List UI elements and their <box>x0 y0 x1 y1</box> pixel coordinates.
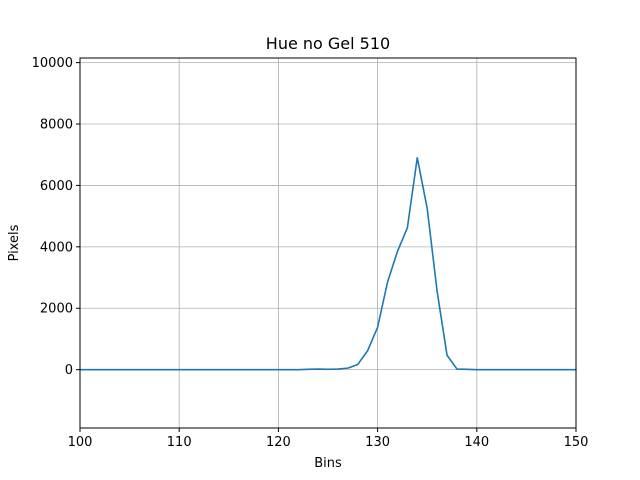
series-line-0 <box>79 156 577 371</box>
y-tick-label: 8000 <box>40 118 73 133</box>
x-tick-label: 140 <box>464 435 489 450</box>
x-axis-label: Bins <box>314 456 342 471</box>
x-axis-ticks: 100 110 120 130 140 150 <box>68 428 589 450</box>
x-tick-label: 130 <box>365 435 390 450</box>
plot-frame <box>79 57 577 429</box>
chart-title: Hue no Gel 510 <box>266 34 390 53</box>
x-tick-label: 150 <box>564 435 589 450</box>
y-tick-label: 4000 <box>40 240 73 255</box>
y-axis-ticks: 0 2000 4000 6000 8000 10000 <box>32 56 80 378</box>
y-tick-label: 0 <box>65 363 73 378</box>
y-tick-label: 6000 <box>40 179 73 194</box>
series-layer <box>79 156 577 371</box>
y-tick-label: 2000 <box>40 302 73 317</box>
y-tick-label: 10000 <box>32 56 73 71</box>
x-tick-label: 120 <box>266 435 291 450</box>
x-tick-label: 100 <box>68 435 93 450</box>
x-tick-label: 110 <box>167 435 192 450</box>
y-axis-label: Pixels <box>7 224 22 261</box>
